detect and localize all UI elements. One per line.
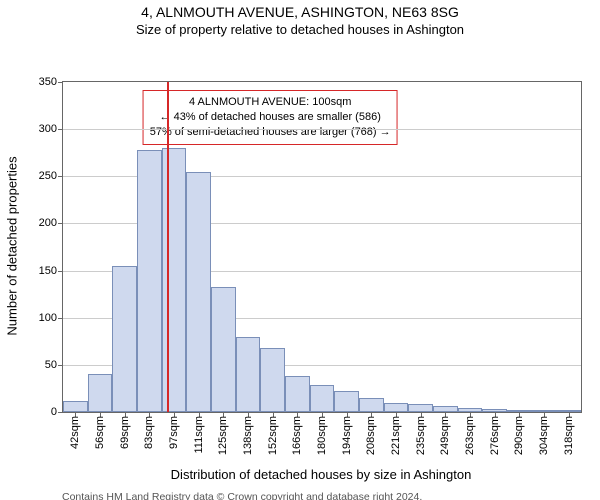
title-block: 4, ALNMOUTH AVENUE, ASHINGTON, NE63 8SG … xyxy=(0,0,600,37)
x-tick-label: 97sqm xyxy=(168,416,180,449)
histogram-bar xyxy=(408,404,433,412)
y-tick-label: 200 xyxy=(39,217,57,229)
x-tick-label: 290sqm xyxy=(513,416,525,455)
license-text: Contains HM Land Registry data © Crown c… xyxy=(62,491,463,500)
y-tick-mark xyxy=(58,82,63,83)
y-tick-mark xyxy=(58,365,63,366)
x-tick-label: 249sqm xyxy=(439,416,451,455)
x-tick-label: 276sqm xyxy=(489,416,501,455)
plot-region: 4 ALNMOUTH AVENUE: 100sqm ← 43% of detac… xyxy=(62,81,582,413)
histogram-bar xyxy=(137,150,162,412)
y-tick-label: 50 xyxy=(45,359,57,371)
x-tick-label: 152sqm xyxy=(267,416,279,455)
x-tick-label: 83sqm xyxy=(143,416,155,449)
histogram-bar xyxy=(63,401,88,412)
x-tick-label: 56sqm xyxy=(94,416,106,449)
annotation-box: 4 ALNMOUTH AVENUE: 100sqm ← 43% of detac… xyxy=(143,90,398,145)
y-tick-mark xyxy=(58,176,63,177)
x-tick-label: 221sqm xyxy=(390,416,402,455)
annotation-line-1: 4 ALNMOUTH AVENUE: 100sqm xyxy=(150,95,391,110)
y-tick-label: 300 xyxy=(39,123,57,135)
x-tick-label: 180sqm xyxy=(316,416,328,455)
y-tick-mark xyxy=(58,271,63,272)
y-gridline xyxy=(63,129,581,130)
y-tick-mark xyxy=(58,129,63,130)
x-tick-label: 125sqm xyxy=(217,416,229,455)
x-axis-title: Distribution of detached houses by size … xyxy=(62,467,580,482)
histogram-bar xyxy=(162,148,187,412)
property-marker-line xyxy=(167,82,169,412)
x-tick-label: 208sqm xyxy=(365,416,377,455)
license-line-1: Contains HM Land Registry data © Crown c… xyxy=(62,491,463,500)
histogram-bar xyxy=(334,391,359,412)
histogram-bar xyxy=(260,348,285,412)
x-tick-label: 111sqm xyxy=(193,416,205,454)
histogram-bar xyxy=(88,374,113,412)
x-tick-label: 235sqm xyxy=(415,416,427,455)
annotation-line-2: ← 43% of detached houses are smaller (58… xyxy=(150,110,391,125)
histogram-bar xyxy=(359,398,384,412)
y-tick-label: 250 xyxy=(39,170,57,182)
histogram-bar xyxy=(186,172,211,412)
x-tick-label: 166sqm xyxy=(291,416,303,455)
x-tick-label: 69sqm xyxy=(119,416,131,449)
y-axis-title: Number of detached properties xyxy=(5,156,20,335)
y-tick-label: 0 xyxy=(51,406,57,418)
annotation-line-3: 57% of semi-detached houses are larger (… xyxy=(150,125,391,140)
x-tick-label: 194sqm xyxy=(341,416,353,455)
y-tick-label: 100 xyxy=(39,312,57,324)
y-tick-label: 350 xyxy=(39,76,57,88)
subtitle: Size of property relative to detached ho… xyxy=(0,22,600,37)
histogram-bar xyxy=(285,376,310,412)
histogram-bar xyxy=(112,266,137,412)
address-line: 4, ALNMOUTH AVENUE, ASHINGTON, NE63 8SG xyxy=(0,4,600,20)
histogram-bar xyxy=(211,287,236,412)
x-tick-label: 318sqm xyxy=(563,416,575,455)
histogram-bar xyxy=(236,337,261,412)
y-tick-mark xyxy=(58,318,63,319)
x-tick-label: 42sqm xyxy=(69,416,81,449)
y-tick-mark xyxy=(58,223,63,224)
histogram-bar xyxy=(384,403,409,412)
y-tick-mark xyxy=(58,412,63,413)
histogram-bar xyxy=(310,385,335,412)
x-tick-label: 138sqm xyxy=(242,416,254,455)
x-tick-label: 263sqm xyxy=(464,416,476,455)
y-tick-label: 150 xyxy=(39,265,57,277)
x-tick-label: 304sqm xyxy=(538,416,550,455)
